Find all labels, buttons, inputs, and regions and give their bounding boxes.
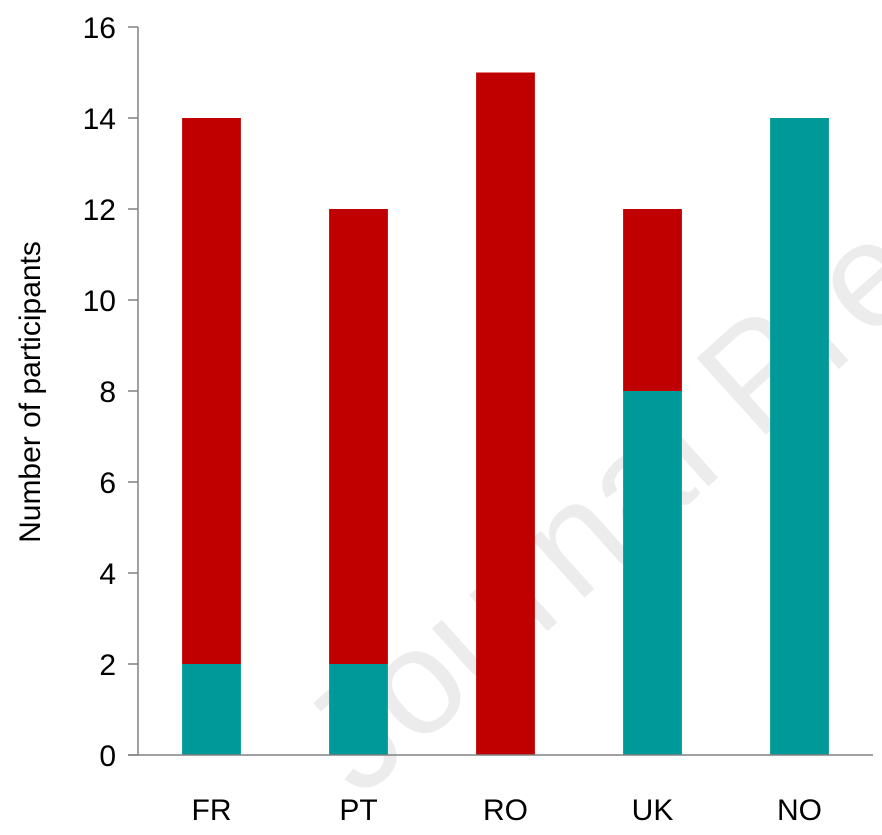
x-tick-label-uk: UK [632,794,674,827]
y-tick-label: 2 [99,649,116,682]
y-tick-label: 6 [99,467,116,500]
y-tick-label: 16 [83,12,116,45]
bar-uk-series-2 [623,209,682,391]
x-tick-label-no: NO [777,794,822,827]
bar-fr-series-1 [182,664,241,755]
x-ticks-group: FR PT RO UK NO [192,794,823,827]
x-tick-label-pt: PT [339,794,377,827]
y-tick-label: 8 [99,376,116,409]
x-tick-label-ro: RO [483,794,528,827]
y-tick-label: 12 [83,194,116,227]
bar-no-series-1 [770,118,829,755]
y-ticks-group: 0 2 4 6 8 10 12 14 16 [83,12,138,773]
bar-pt-series-1 [329,664,388,755]
bar-pt-series-2 [329,209,388,664]
x-tick-label-fr: FR [192,794,232,827]
bar-ro-series-2 [476,72,535,755]
bars-group [182,72,829,755]
y-tick-label: 4 [99,558,116,591]
y-tick-label: 14 [83,103,116,136]
bar-fr-series-2 [182,118,241,664]
bar-uk-series-1 [623,391,682,755]
y-tick-label: 0 [99,740,116,773]
y-axis-title: Number of participants [14,241,47,543]
y-tick-label: 10 [83,285,116,318]
